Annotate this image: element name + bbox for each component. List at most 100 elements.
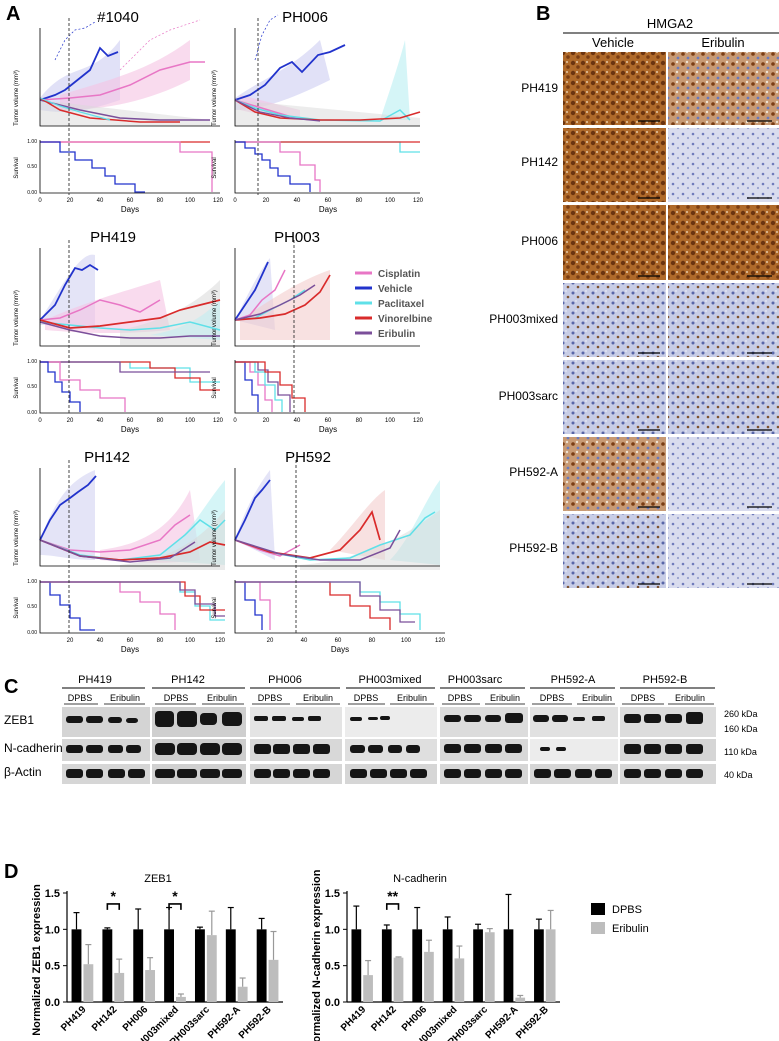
legend-swatch-dpbs: [591, 903, 605, 915]
survival-ylabel-6: Survival: [212, 597, 218, 618]
ytick: 0.00: [27, 630, 37, 636]
legend-label-eribulin-d: Eribulin: [612, 923, 649, 935]
x-category-label: PH592-A: [206, 1004, 243, 1041]
model-title-ph142: PH142: [84, 449, 130, 466]
xtick: 100: [185, 198, 196, 204]
panel-letter-d: D: [4, 861, 18, 883]
tumor-ylabel-5: Tumor volume (mm³): [14, 510, 20, 566]
x-category-label: PH419: [339, 1004, 369, 1034]
tumor-plot-ph142: [39, 470, 226, 570]
ihc-image-ph142-eribulin: [668, 128, 779, 202]
tumor-ylabel-2: Tumor volume (mm³): [212, 70, 218, 126]
xtick: 0: [38, 418, 42, 424]
wb-sub-dpbs: DPBS: [68, 693, 93, 703]
xtick: 80: [157, 198, 164, 204]
survival-ylabel-1: Survival: [14, 157, 20, 178]
x-category-label: PH142: [369, 1004, 399, 1034]
model-title-ph006: PH006: [282, 9, 328, 26]
bar-dpbs: [381, 929, 392, 1002]
ytick: 0.00: [27, 190, 37, 196]
bar-eribulin: [176, 996, 186, 1002]
bar-eribulin: [393, 957, 404, 1002]
ihc-row-label: PH592-B: [509, 541, 558, 555]
survival-ylabel-5: Survival: [14, 597, 20, 618]
chart-title-zeb1: ZEB1: [144, 873, 172, 885]
ihc-row-label: PH006: [521, 234, 558, 248]
xtick: 60: [127, 418, 134, 424]
xtick: 120: [213, 198, 224, 204]
y-tick-label: 1.0: [325, 924, 340, 936]
tumor-ylabel-3: Tumor volume (mm³): [14, 290, 20, 346]
tumor-plot-ph006: [234, 14, 421, 126]
legend-label-vehicle: Vehicle: [378, 284, 413, 295]
xtick: 0: [233, 418, 237, 424]
xtick: 20: [67, 198, 74, 204]
survival-plot-ph006: [235, 141, 420, 192]
survival-plot-ph592: [235, 581, 421, 630]
kda-260: 260 kDa: [724, 709, 758, 719]
bar-eribulin: [424, 951, 434, 1002]
wb-row-zeb1: ZEB1: [4, 713, 34, 727]
xlabel-days-3: Days: [121, 425, 139, 434]
xtick: 100: [385, 198, 396, 204]
survival-plot-ph142: [40, 581, 225, 631]
wb-sub-eribulin: Eribulin: [110, 693, 140, 703]
legend-label-vinorelbine: Vinorelbine: [378, 314, 433, 325]
xtick: 80: [369, 638, 376, 644]
y-tick-label: 0.5: [45, 961, 60, 973]
legend-label-dpbs: DPBS: [612, 904, 642, 916]
y-tick-label: 1.5: [325, 888, 340, 900]
legend-swatch-eribulin: [591, 922, 605, 934]
wb-kda-labels: 260 kDa 160 kDa 110 kDa 40 kDa: [724, 709, 758, 780]
tumor-plot-ph003: [234, 258, 331, 340]
model-title-ph592: PH592: [285, 449, 331, 466]
bar-eribulin: [237, 986, 248, 1002]
wb-sub-eribulin: Eribulin: [303, 693, 333, 703]
xtick: 0: [38, 198, 42, 204]
ihc-image-ph003mixed-eribulin: [668, 283, 779, 357]
ihc-row-label: PH003sarc: [499, 389, 558, 403]
wb-sub-dpbs: DPBS: [164, 693, 189, 703]
wb-group-label: PH419: [78, 674, 112, 686]
wb-sub-eribulin: Eribulin: [397, 693, 427, 703]
xtick: 60: [127, 638, 134, 644]
wb-group-label: PH592-A: [551, 674, 596, 686]
xlabel-days-6: Days: [331, 645, 349, 654]
ihc-col-vehicle: Vehicle: [592, 35, 634, 50]
bar-eribulin: [114, 972, 125, 1002]
kda-110: 110 kDa: [724, 747, 757, 757]
panel-letter-c: C: [4, 676, 18, 698]
xtick: 60: [127, 198, 134, 204]
wb-group-label: PH003sarc: [448, 674, 503, 686]
xtick: 60: [335, 638, 342, 644]
significance-marker: *: [111, 888, 117, 904]
bar-eribulin: [363, 975, 373, 1002]
ytick: 0.50: [27, 164, 37, 170]
xtick: 120: [435, 638, 446, 644]
ihc-row-labels: PH419 PH142 PH006 PH003mixed PH003sarc P…: [489, 81, 558, 555]
wb-sub-dpbs: DPBS: [354, 693, 379, 703]
bar-eribulin: [145, 970, 156, 1002]
xtick: 20: [267, 638, 274, 644]
legend-label-cisplatin: Cisplatin: [378, 269, 420, 280]
y-tick-label: 1.0: [45, 924, 60, 936]
xlabel-days-5: Days: [121, 645, 139, 654]
bar-dpbs: [534, 929, 544, 1002]
bar-dpbs: [102, 929, 113, 1002]
survival-yticks: 0.00 0.50 1.00 0.00 0.50 1.00 0.00 0.50 …: [27, 139, 37, 636]
xtick: 80: [356, 418, 363, 424]
ihc-row-label: PH003mixed: [489, 312, 558, 326]
ihc-image-ph006-eribulin: [668, 205, 779, 280]
ihc-image-ph592b-eribulin: [668, 514, 779, 588]
bar-eribulin: [268, 959, 279, 1002]
xtick: 20: [263, 418, 270, 424]
xlabel-days-2: Days: [319, 205, 337, 214]
xtick: 120: [413, 418, 424, 424]
bar-eribulin: [545, 929, 556, 1002]
wb-sub-labels: DPBS Eribulin DPBS Eribulin DPBS Eribuli…: [68, 693, 705, 703]
chart-ylabel-ncadherin: Normalized N-cadherin expression: [311, 869, 323, 1041]
bar-eribulin: [206, 935, 217, 1002]
